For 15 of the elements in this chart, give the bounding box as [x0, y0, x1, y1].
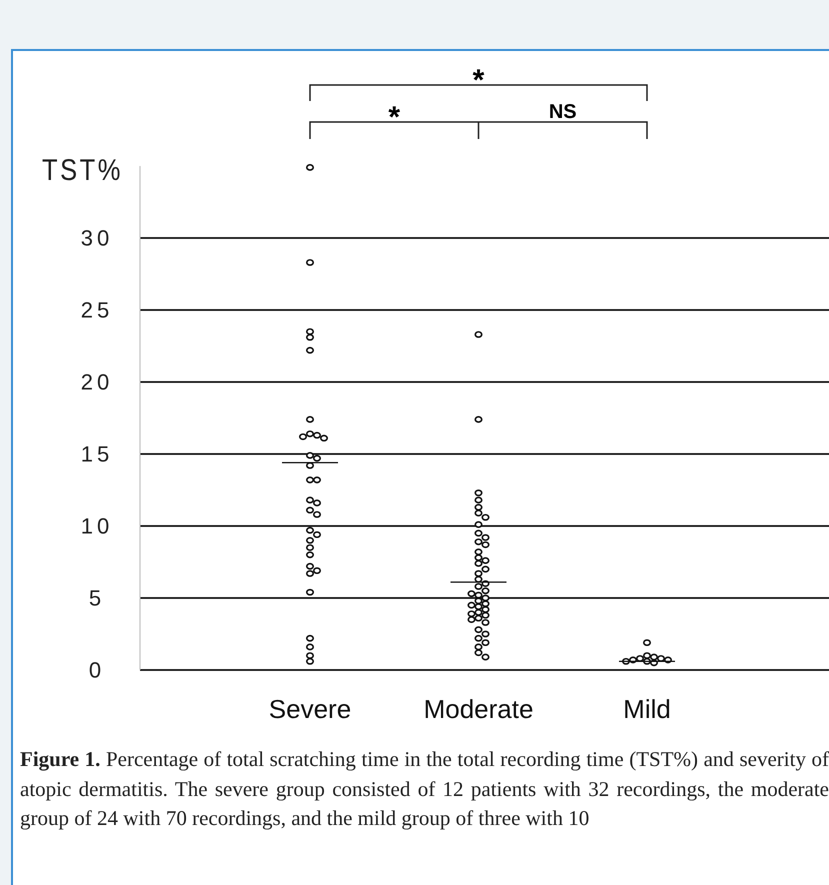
y-tick-label: 25: [80, 298, 114, 323]
y-axis-title: TST%: [42, 153, 124, 186]
text: NS: [548, 101, 577, 123]
x-tick-label: Mild: [623, 694, 671, 724]
x-tick-label: Severe: [268, 694, 352, 724]
text: *: [472, 64, 485, 97]
x-tick-label: Moderate: [424, 694, 534, 724]
caption: Figure 1. Percentage of total scratching time in the total recording time (TST%) and severity of atopic dermatitis. The severe group consisted of 12 patients with 32 recordings, the moderate group of 24 with 70 recordings, and the mild group of three with 10: [20, 746, 829, 832]
y-tick-label: 0: [88, 658, 106, 683]
y-tick-label: 20: [80, 370, 114, 395]
y-tick-label: 5: [88, 586, 106, 611]
text: *: [388, 101, 400, 134]
y-tick-label: 15: [80, 442, 114, 467]
y-tick-label: 30: [80, 226, 114, 251]
y-tick-label: 10: [80, 514, 114, 539]
